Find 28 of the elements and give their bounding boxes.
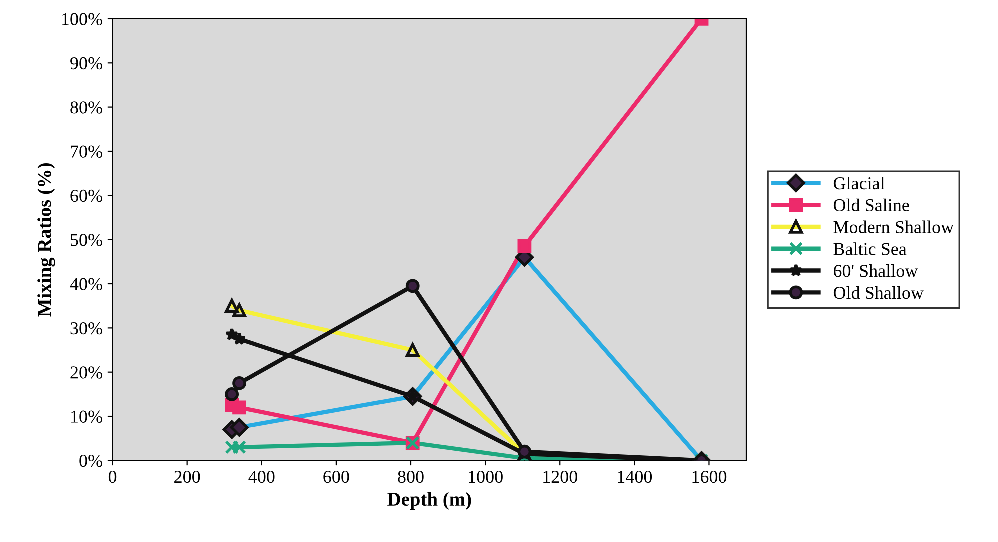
y-tick-label: 80% (70, 102, 102, 114)
x-axis-title: Depth (m) (388, 492, 472, 510)
y-tick-label: 30% (70, 322, 102, 335)
x-tick-label: 400 (248, 470, 275, 484)
x-tick-label: 1000 (469, 470, 503, 484)
legend-label: Baltic Sea (834, 242, 907, 256)
y-tick-label: 50% (71, 234, 102, 246)
x-tick-label: 800 (398, 470, 424, 484)
legend-label: Modern Shallow (834, 220, 954, 234)
legend-label: Glacial (834, 176, 885, 190)
x-tick-label: 1600 (692, 470, 727, 484)
x-tick-label: 1200 (544, 470, 578, 484)
y-tick-label: 60% (70, 190, 102, 202)
legend-label: Old Saline (834, 198, 910, 212)
y-axis-title: Mixing Ratios (%) (38, 163, 56, 317)
x-tick-label: 600 (324, 470, 350, 484)
x-tick-label: 0 (108, 470, 117, 484)
y-tick-label: 20% (70, 366, 102, 379)
y-tick-label: 70% (71, 146, 102, 158)
x-tick-label: 200 (174, 470, 200, 484)
y-tick-label: 10% (72, 410, 102, 424)
y-tick-label: 90% (70, 57, 102, 70)
legend-label: Old Shallow (834, 286, 924, 300)
x-tick-label: 1400 (618, 470, 652, 484)
legend-label: 60' Shallow (834, 264, 918, 278)
y-tick-label: 100% (62, 13, 102, 26)
y-tick-label: 0% (80, 454, 102, 468)
y-tick-label: 40% (70, 278, 102, 291)
